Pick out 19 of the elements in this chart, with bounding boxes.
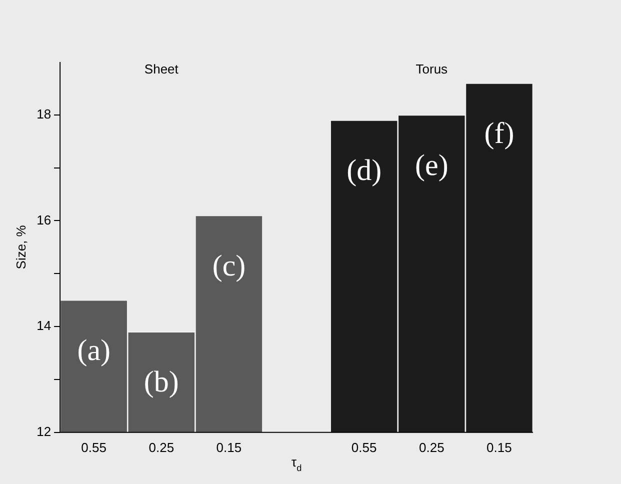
data-label: (b) [144, 366, 179, 399]
y-axis-title: Size, % [13, 224, 28, 270]
x-tick-label: 0.15 [216, 440, 242, 455]
x-tick-label: 0.25 [148, 440, 174, 455]
data-label: (c) [212, 249, 246, 282]
y-tick-label: 16 [36, 212, 52, 228]
x-tick-label: 0.25 [419, 440, 444, 455]
annotation: Torus [416, 62, 448, 77]
x-tick-label: 0.55 [351, 440, 377, 455]
y-tick-label: 12 [36, 424, 52, 439]
x-tick-label: 0.55 [81, 440, 106, 455]
y-tick-label: 18 [36, 106, 52, 122]
annotation: Sheet [144, 62, 179, 77]
x-tick-label: 0.15 [486, 440, 512, 455]
y-tick-label: 14 [36, 318, 52, 334]
data-label: (a) [77, 334, 110, 367]
data-label: (e) [415, 148, 448, 182]
data-label: (d) [346, 154, 382, 188]
data-label: (f) [484, 117, 514, 150]
